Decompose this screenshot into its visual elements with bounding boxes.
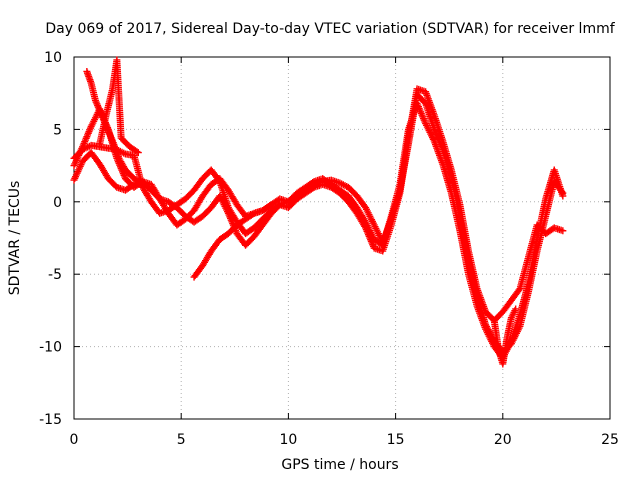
y-tick-label: 5	[53, 122, 62, 138]
series-track-6	[190, 201, 275, 281]
data-point	[515, 286, 523, 294]
data-point	[137, 179, 145, 187]
data-point	[266, 202, 274, 210]
x-tick-label: 5	[177, 432, 186, 448]
data-point	[559, 192, 567, 200]
y-axis-label: SDTVAR / TECUs	[7, 181, 23, 296]
x-tick-label: 0	[70, 432, 79, 448]
series-track-7	[490, 305, 520, 368]
y-tick-label: -10	[39, 340, 62, 356]
x-tick-label: 15	[387, 432, 405, 448]
chart-title: Day 069 of 2017, Sidereal Day-to-day VTE…	[45, 21, 615, 37]
x-tick-label: 10	[279, 432, 297, 448]
grid-lines	[74, 57, 610, 419]
data-point	[139, 180, 147, 188]
x-tick-label: 25	[601, 432, 619, 448]
x-tick-label: 20	[494, 432, 512, 448]
data-point	[309, 184, 317, 192]
series-track-3	[70, 85, 567, 325]
data-point	[512, 305, 520, 313]
y-tick-label: -5	[48, 267, 62, 283]
x-axis: 0 5 10 15 20 25	[70, 57, 619, 448]
x-axis-label: GPS time / hours	[281, 457, 398, 473]
data-point	[134, 149, 142, 157]
plot-frame	[73, 56, 611, 420]
data-point	[129, 181, 137, 189]
data-point	[559, 227, 567, 235]
series-track-5	[96, 56, 142, 157]
data-point	[249, 210, 257, 218]
y-tick-label: 10	[44, 50, 62, 66]
y-axis: -15 -10 -5 0 5 10	[39, 50, 610, 428]
data-points	[70, 56, 567, 368]
data-point	[267, 201, 275, 209]
y-tick-label: 0	[53, 195, 62, 211]
series-track-4	[83, 67, 147, 188]
data-point	[133, 148, 141, 156]
y-tick-label: -15	[39, 412, 62, 428]
